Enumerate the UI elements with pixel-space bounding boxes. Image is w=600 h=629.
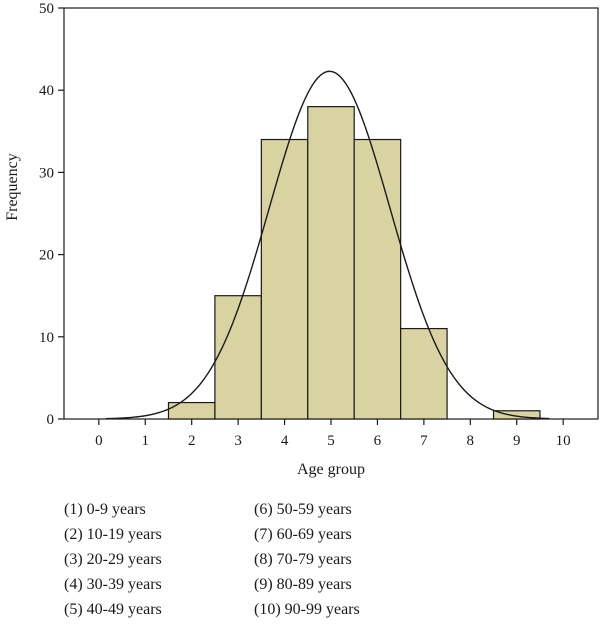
y-tick-label: 40 <box>39 83 54 99</box>
histogram-bar <box>400 327 448 420</box>
x-tick-label: 5 <box>327 433 335 449</box>
legend-item: (8) 70-79 years <box>254 551 352 568</box>
legend-item: (7) 60-69 years <box>254 526 352 543</box>
histogram-chart: 0 1 2 3 4 5 6 7 8 9 10 0 10 20 30 40 50 Age group Frequ… <box>4 1 599 478</box>
x-tick-label: 7 <box>420 433 428 449</box>
x-tick-label: 4 <box>281 433 289 449</box>
legend-item: (1) 0-9 years <box>64 501 146 518</box>
legend-item: (9) 80-89 years <box>254 576 352 593</box>
legend-item: (2) 10-19 years <box>64 526 162 543</box>
x-axis-title: Age group <box>297 461 365 478</box>
normal-distribution-curve <box>105 70 550 420</box>
x-tick-label: 6 <box>374 433 382 449</box>
legend-item: (10) 90-99 years <box>254 601 360 618</box>
x-tick-label: 1 <box>142 433 150 449</box>
legend-item: (5) 40-49 years <box>64 601 162 618</box>
histogram-bar <box>260 138 309 420</box>
legend-column-left: (1) 0-9 years (2) 10-19 years (3) 20-29 … <box>64 497 254 622</box>
y-tick-label: 50 <box>39 1 54 17</box>
histogram-bar <box>353 138 402 420</box>
y-tick-label: 0 <box>47 412 55 428</box>
legend-item: (3) 20-29 years <box>64 551 162 568</box>
y-tick-label: 10 <box>39 330 54 346</box>
age-group-legend: (1) 0-9 years (2) 10-19 years (3) 20-29 … <box>64 497 584 622</box>
legend-item: (4) 30-39 years <box>64 576 162 593</box>
x-tick-label: 10 <box>556 433 571 449</box>
histogram-bar <box>307 106 355 420</box>
legend-item: (6) 50-59 years <box>254 501 352 518</box>
x-tick-label: 9 <box>513 433 521 449</box>
y-tick-label: 30 <box>39 165 54 181</box>
x-tick-label: 2 <box>188 433 196 449</box>
legend-column-right: (6) 50-59 years (7) 60-69 years (8) 70-7… <box>254 497 444 622</box>
y-tick-label: 20 <box>39 248 54 264</box>
x-tick-label: 0 <box>95 433 103 449</box>
x-tick-label: 8 <box>467 433 475 449</box>
x-tick-label: 3 <box>234 433 242 449</box>
histogram-bar <box>214 295 262 420</box>
y-axis-title: Frequency <box>4 153 21 221</box>
